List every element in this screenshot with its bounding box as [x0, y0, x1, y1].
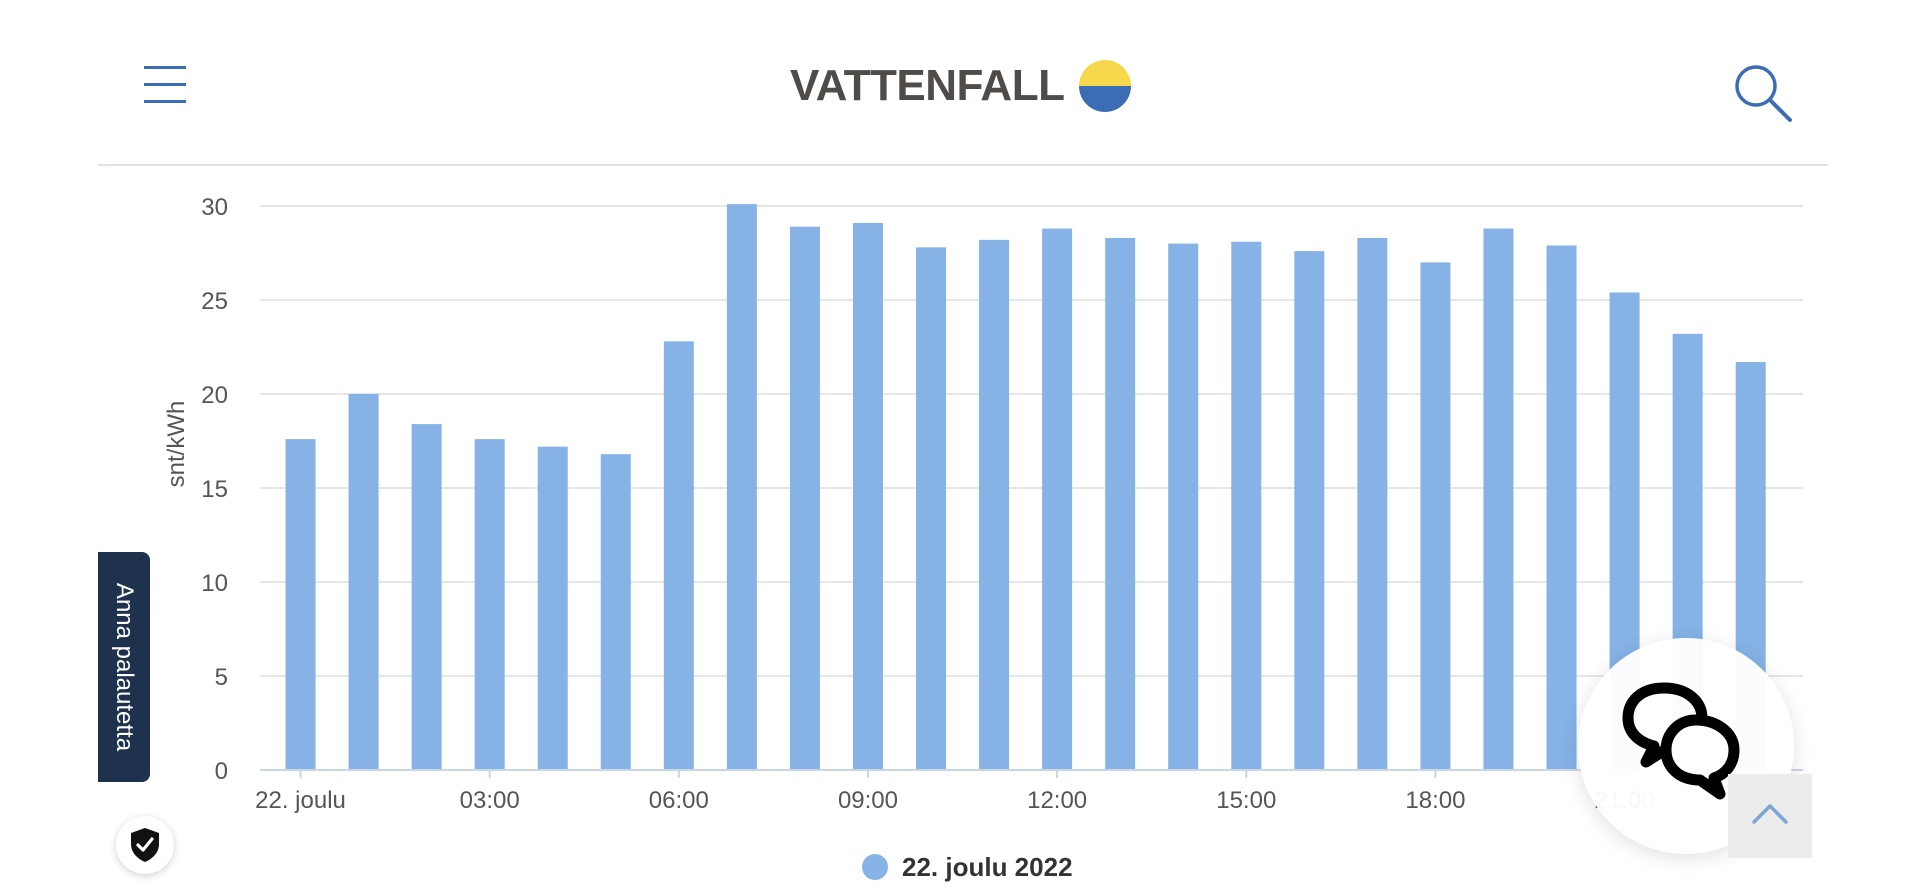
bar[interactable]: [411, 424, 442, 770]
y-tick-label: 10: [201, 570, 228, 597]
y-tick-label: 5: [215, 664, 228, 691]
bar[interactable]: [1420, 262, 1451, 770]
bar[interactable]: [979, 239, 1010, 771]
bar[interactable]: [1546, 245, 1577, 771]
bars: [285, 204, 1766, 771]
bar[interactable]: [1231, 241, 1262, 771]
brand-name: VATTENFALL: [790, 61, 1065, 110]
bar[interactable]: [789, 226, 820, 770]
bar[interactable]: [726, 204, 757, 770]
y-tick-label: 20: [201, 382, 228, 409]
legend-label: 22. joulu 2022: [902, 851, 1073, 882]
bar[interactable]: [1357, 237, 1388, 770]
bar[interactable]: [1168, 243, 1199, 771]
bar[interactable]: [1483, 228, 1514, 770]
shield-check-icon: [131, 828, 159, 862]
x-tick-label: 18:00: [1405, 787, 1465, 814]
chevron-up-icon: [1752, 804, 1788, 824]
bar[interactable]: [663, 341, 694, 770]
bar[interactable]: [916, 247, 947, 771]
vattenfall-sun-icon: [1079, 60, 1132, 112]
x-tick-label: 06:00: [649, 787, 709, 814]
y-tick-label: 25: [201, 288, 228, 315]
grid-lines: [260, 205, 1803, 677]
x-tick-label: 09:00: [838, 787, 898, 814]
bar[interactable]: [852, 222, 883, 771]
x-tick-label: 15:00: [1216, 787, 1276, 814]
x-tick-label: 12:00: [1027, 787, 1087, 814]
search-icon[interactable]: [1732, 62, 1794, 124]
chart-legend[interactable]: 22. joulu 2022: [862, 850, 1073, 884]
vattenfall-logo[interactable]: VATTENFALL: [790, 56, 1132, 116]
x-tick-label: 22. joulu: [255, 787, 346, 814]
chat-bubbles-icon: [1622, 682, 1740, 800]
legend-marker: [862, 854, 888, 880]
bar[interactable]: [348, 394, 379, 770]
y-tick-label: 15: [201, 476, 228, 503]
bar[interactable]: [1294, 251, 1325, 770]
hamburger-menu-icon[interactable]: [142, 62, 188, 108]
header-divider: [98, 164, 1828, 166]
bar[interactable]: [285, 439, 316, 770]
bar[interactable]: [474, 439, 505, 770]
bar[interactable]: [1105, 237, 1136, 770]
privacy-shield-button[interactable]: [116, 816, 174, 874]
bar[interactable]: [600, 454, 631, 770]
y-axis-label: snt/kWh: [163, 401, 190, 488]
bar[interactable]: [537, 446, 568, 770]
bar[interactable]: [1042, 228, 1073, 770]
y-tick-label: 0: [215, 758, 228, 785]
x-tick-label: 03:00: [460, 787, 520, 814]
feedback-tab[interactable]: Anna palautetta: [98, 552, 150, 782]
feedback-label: Anna palautetta: [111, 582, 138, 752]
back-to-top-button[interactable]: [1728, 774, 1812, 858]
y-tick-label: 30: [201, 194, 228, 221]
